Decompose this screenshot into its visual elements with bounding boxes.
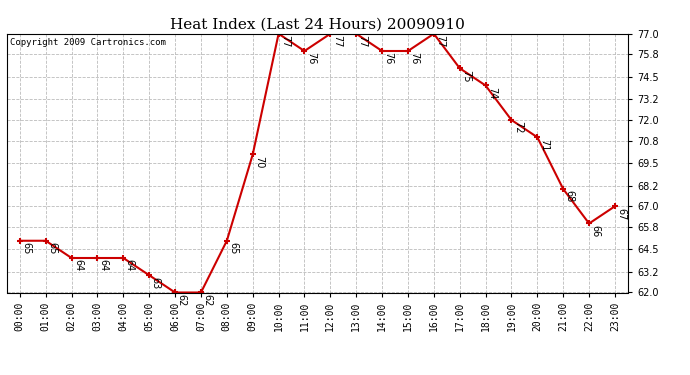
Text: 77: 77 bbox=[435, 35, 445, 48]
Text: 77: 77 bbox=[357, 35, 368, 48]
Text: 76: 76 bbox=[384, 53, 393, 65]
Text: 65: 65 bbox=[21, 242, 31, 255]
Text: 65: 65 bbox=[47, 242, 57, 255]
Text: 64: 64 bbox=[125, 260, 135, 272]
Text: 62: 62 bbox=[177, 294, 186, 306]
Text: 68: 68 bbox=[564, 190, 575, 202]
Text: 74: 74 bbox=[487, 87, 497, 99]
Text: 66: 66 bbox=[591, 225, 600, 237]
Title: Heat Index (Last 24 Hours) 20090910: Heat Index (Last 24 Hours) 20090910 bbox=[170, 17, 465, 31]
Text: 76: 76 bbox=[306, 53, 316, 65]
Text: 75: 75 bbox=[461, 70, 471, 82]
Text: 65: 65 bbox=[228, 242, 238, 255]
Text: 63: 63 bbox=[150, 277, 161, 289]
Text: 76: 76 bbox=[409, 53, 420, 65]
Text: 64: 64 bbox=[99, 260, 109, 272]
Text: 72: 72 bbox=[513, 122, 523, 134]
Text: Copyright 2009 Cartronics.com: Copyright 2009 Cartronics.com bbox=[10, 38, 166, 46]
Text: 77: 77 bbox=[332, 35, 342, 48]
Text: 77: 77 bbox=[280, 35, 290, 48]
Text: 70: 70 bbox=[254, 156, 264, 168]
Text: 71: 71 bbox=[539, 139, 549, 151]
Text: 64: 64 bbox=[73, 260, 83, 272]
Text: 62: 62 bbox=[202, 294, 213, 306]
Text: 67: 67 bbox=[616, 208, 627, 220]
